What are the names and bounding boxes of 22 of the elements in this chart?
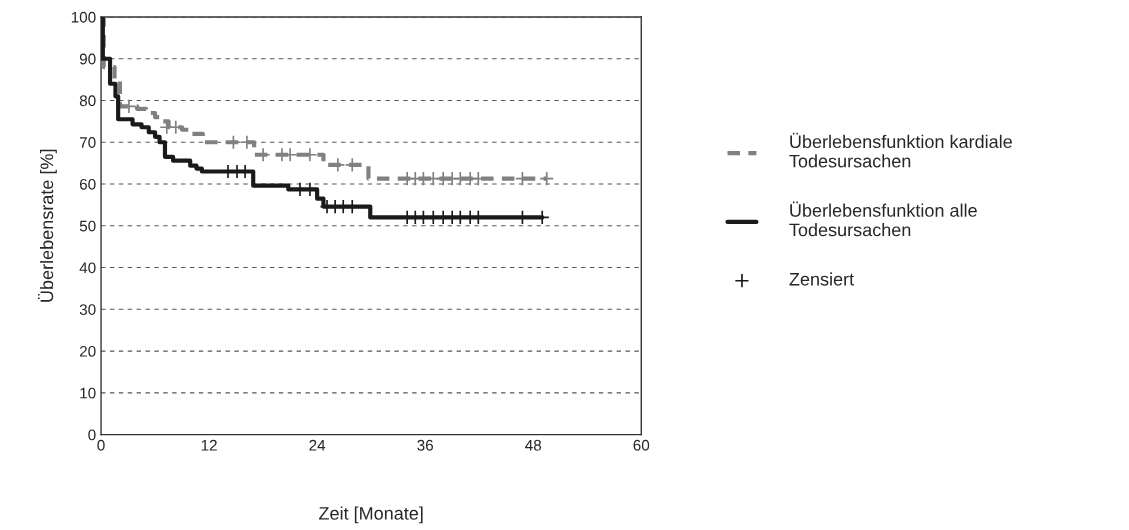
y-tick-label: 100 [71, 11, 96, 23]
x-tick-label: 60 [633, 439, 650, 451]
legend-label: Überlebensfunktion kardiale Todesursachen [789, 132, 1012, 168]
x-tick-label: 0 [97, 439, 105, 451]
x-axis-title: Zeit [Monate] [319, 506, 423, 524]
y-tick-label: 50 [79, 220, 96, 232]
legend-label: Überlebensfunktion alle Todesursachen [789, 201, 977, 237]
legend-label: Zensiert [789, 272, 854, 286]
y-tick-label: 40 [79, 262, 96, 274]
x-tick-label: 36 [417, 439, 434, 451]
x-tick-label: 12 [201, 439, 217, 451]
x-tick-label: 48 [525, 439, 542, 451]
y-tick-label: 80 [79, 95, 96, 107]
y-tick-label: 0 [88, 429, 96, 441]
y-tick-label: 20 [79, 345, 96, 357]
y-tick-label: 10 [80, 387, 96, 399]
y-tick-label: 30 [79, 304, 96, 315]
x-tick-label: 24 [309, 439, 326, 451]
y-tick-label: 60 [79, 178, 96, 190]
y-axis-title: Überlebensrate [%] [37, 149, 57, 302]
y-tick-label: 90 [79, 53, 96, 65]
y-tick-label: 70 [79, 137, 96, 148]
